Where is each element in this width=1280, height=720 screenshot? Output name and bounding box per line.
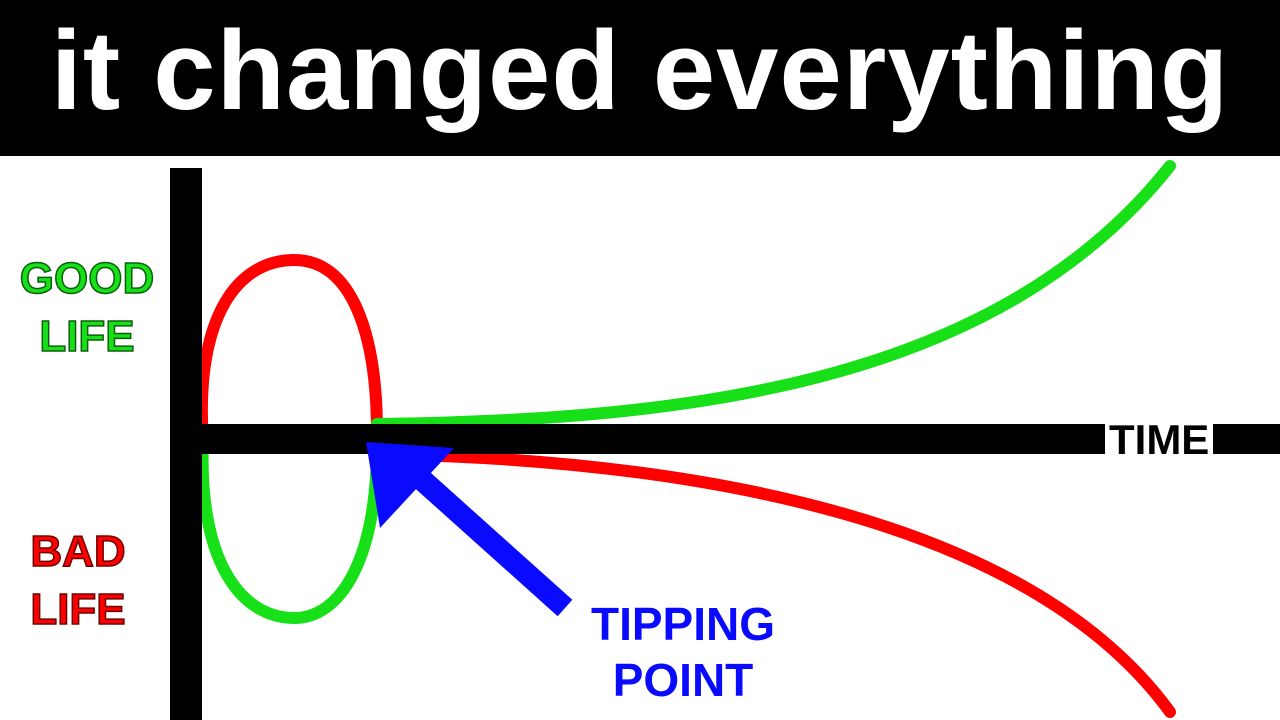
bad-label-line2: LIFE: [30, 584, 127, 635]
green-loop-curve: [196, 434, 384, 625]
good-life-label: GOOD LIFE: [12, 250, 162, 366]
red-loop-curve: [195, 253, 384, 446]
page-title: it changed everything: [50, 8, 1230, 133]
good-life-curve: [371, 160, 1176, 430]
good-label-line2: LIFE: [39, 311, 136, 362]
time-axis: [170, 424, 1280, 454]
bad-life-label: BAD LIFE: [5, 523, 151, 639]
tipping-point-label: TIPPING POINT: [578, 596, 788, 708]
tipping-arrow-head: [366, 442, 454, 528]
tipping-label-line2: POINT: [612, 654, 754, 706]
title-banner: it changed everything: [0, 0, 1280, 156]
bad-label-line1: BAD: [30, 526, 127, 577]
good-label-line1: GOOD: [19, 253, 155, 304]
time-axis-label: TIME: [1105, 417, 1214, 463]
bad-life-curve: [371, 448, 1176, 718]
tipping-arrow-shaft: [412, 469, 573, 617]
tipping-label-line1: TIPPING: [590, 598, 776, 650]
